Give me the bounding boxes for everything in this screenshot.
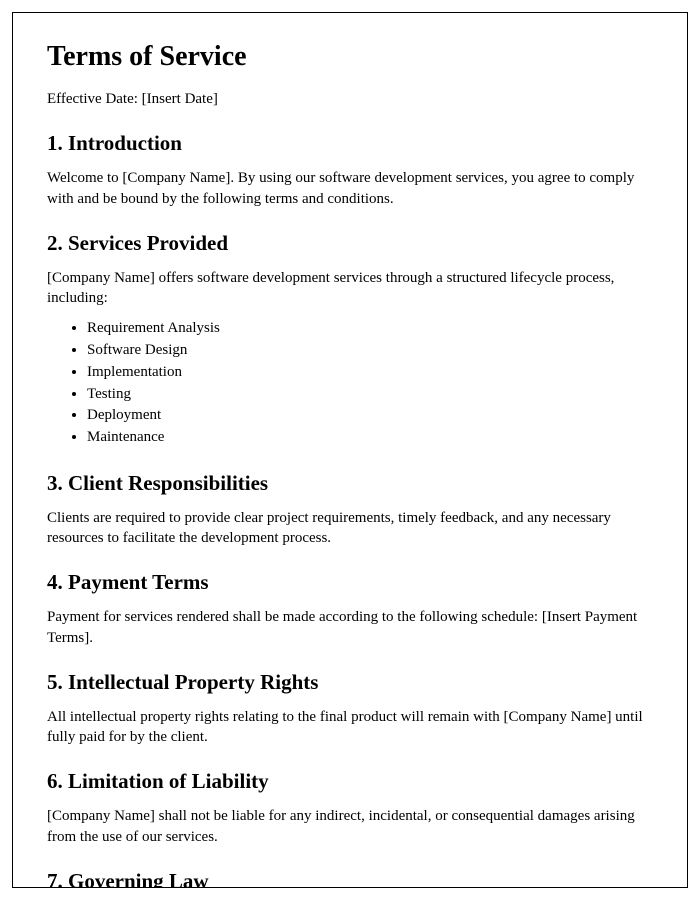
section-intro-services: [Company Name] offers software developme… [47,268,653,309]
list-item: Maintenance [87,427,653,449]
section-heading-client-responsibilities: 3. Client Responsibilities [47,471,653,496]
section-heading-governing-law: 7. Governing Law [47,869,653,888]
page-title: Terms of Service [47,41,653,73]
section-heading-payment: 4. Payment Terms [47,570,653,595]
section-heading-introduction: 1. Introduction [47,131,653,156]
effective-date: Effective Date: [Insert Date] [47,89,653,109]
services-list: Requirement Analysis Software Design Imp… [87,318,653,449]
section-heading-liability: 6. Limitation of Liability [47,769,653,794]
section-body-payment: Payment for services rendered shall be m… [47,607,653,648]
list-item: Deployment [87,405,653,427]
section-body-introduction: Welcome to [Company Name]. By using our … [47,168,653,209]
list-item: Software Design [87,340,653,362]
list-item: Requirement Analysis [87,318,653,340]
document-page: Terms of Service Effective Date: [Insert… [12,12,688,888]
section-heading-services: 2. Services Provided [47,231,653,256]
list-item: Testing [87,384,653,406]
section-body-ip: All intellectual property rights relatin… [47,707,653,748]
section-body-liability: [Company Name] shall not be liable for a… [47,806,653,847]
section-body-client-responsibilities: Clients are required to provide clear pr… [47,508,653,549]
section-heading-ip: 5. Intellectual Property Rights [47,670,653,695]
list-item: Implementation [87,362,653,384]
